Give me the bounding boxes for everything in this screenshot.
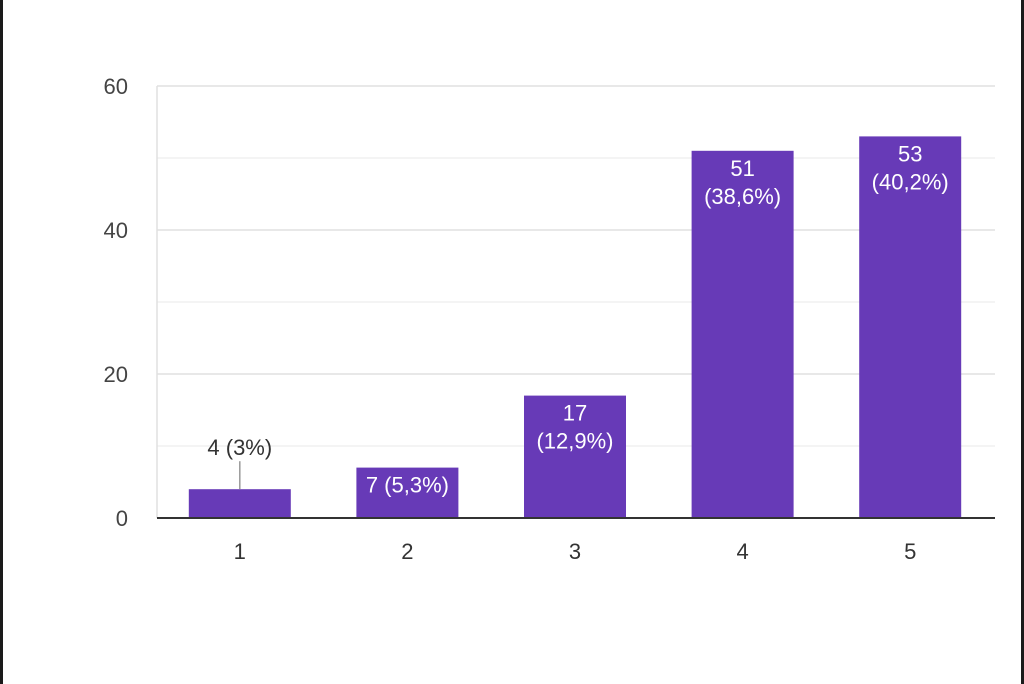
x-tick-label: 5 [904, 539, 916, 564]
data-label: 17 [563, 401, 587, 426]
bar [859, 136, 962, 518]
x-tick-label: 1 [234, 539, 246, 564]
data-label: 51 [730, 156, 754, 181]
bars [188, 136, 962, 519]
y-tick-label: 60 [104, 74, 128, 99]
right-border [1021, 0, 1024, 684]
data-label: (38,6%) [704, 184, 781, 209]
data-label: 4 (3%) [207, 435, 272, 460]
axes [156, 86, 995, 519]
y-tick-label: 20 [104, 362, 128, 387]
data-label: 53 [898, 141, 922, 166]
x-tick-label: 2 [401, 539, 413, 564]
data-label: 7 (5,3%) [366, 473, 449, 498]
data-label: (40,2%) [872, 169, 949, 194]
y-tick-label: 40 [104, 218, 128, 243]
x-tick-label: 4 [736, 539, 748, 564]
data-label: (12,9%) [536, 429, 613, 454]
bar [691, 150, 794, 519]
bar [524, 395, 626, 518]
labels: 0 20 40 60 1 2 3 4 5 4 (3%) 7 (5,3%) 17 (12,9%) 51 (38… [104, 74, 949, 564]
bar [188, 489, 291, 518]
left-border [0, 0, 3, 684]
y-tick-label: 0 [116, 506, 128, 531]
x-tick-label: 3 [569, 539, 581, 564]
bar [356, 467, 459, 518]
